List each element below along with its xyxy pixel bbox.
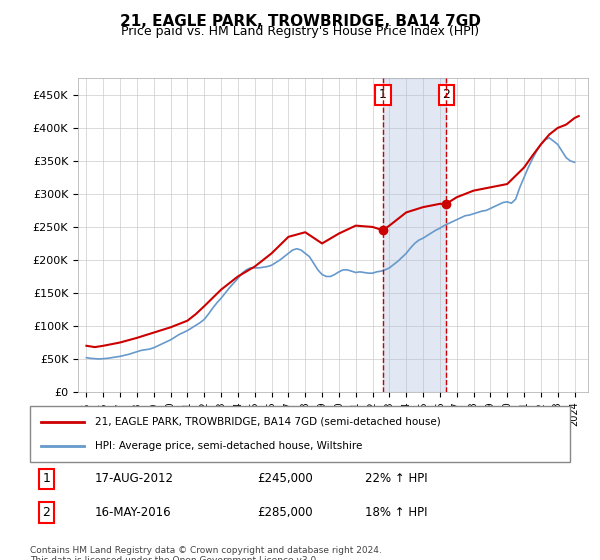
Text: 22% ↑ HPI: 22% ↑ HPI [365,472,427,486]
Text: 18% ↑ HPI: 18% ↑ HPI [365,506,427,519]
Bar [383,78,446,392]
Text: Price paid vs. HM Land Registry's House Price Index (HPI): Price paid vs. HM Land Registry's House … [121,25,479,38]
Text: £285,000: £285,000 [257,506,313,519]
FancyBboxPatch shape [30,406,570,462]
Text: 21, EAGLE PARK, TROWBRIDGE, BA14 7GD (semi-detached house): 21, EAGLE PARK, TROWBRIDGE, BA14 7GD (se… [95,417,440,427]
Text: 17-AUG-2012: 17-AUG-2012 [95,472,174,486]
Text: 1: 1 [42,472,50,486]
Text: Contains HM Land Registry data © Crown copyright and database right 2024.
This d: Contains HM Land Registry data © Crown c… [30,546,382,560]
Text: 1: 1 [379,88,387,101]
Text: 2: 2 [442,88,450,101]
Text: £245,000: £245,000 [257,472,313,486]
Text: HPI: Average price, semi-detached house, Wiltshire: HPI: Average price, semi-detached house,… [95,441,362,451]
Text: 16-MAY-2016: 16-MAY-2016 [95,506,172,519]
Text: 2: 2 [42,506,50,519]
Text: 21, EAGLE PARK, TROWBRIDGE, BA14 7GD: 21, EAGLE PARK, TROWBRIDGE, BA14 7GD [119,14,481,29]
